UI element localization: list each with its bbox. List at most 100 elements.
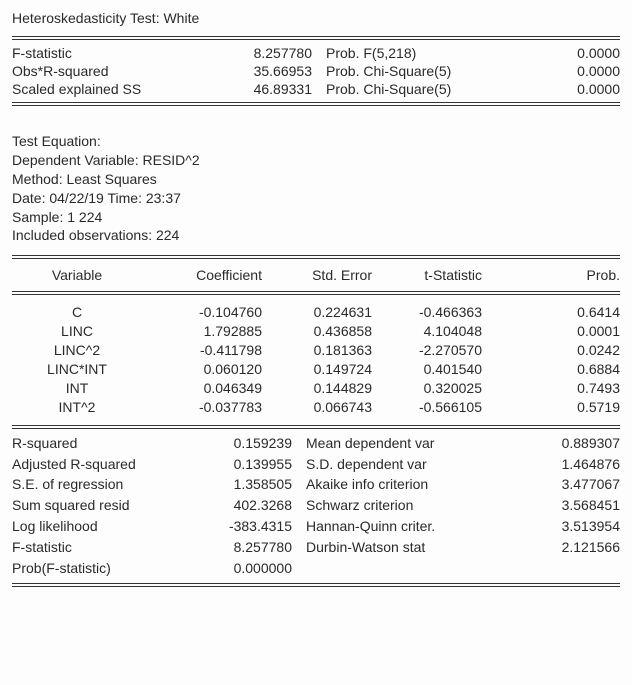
summary-value: 402.3268 (192, 495, 292, 516)
coef-row: C-0.1047600.224631-0.4663630.6414 (12, 303, 620, 322)
stderr-value: 0.181363 (262, 341, 372, 360)
summary-label (292, 558, 496, 579)
summary-label: Schwarz criterion (292, 495, 496, 516)
coef-value: 0.060120 (142, 360, 262, 379)
summary-value: 0.139955 (192, 454, 292, 475)
summary-statistics-table: R-squared0.159239Mean dependent var0.889… (12, 433, 620, 579)
summary-row: S.E. of regression1.358505Akaike info cr… (12, 474, 620, 495)
prob-value: 0.5719 (482, 398, 620, 417)
coef-header-row: Variable Coefficient Std. Error t-Statis… (12, 263, 620, 287)
summary-value: 3.568451 (496, 495, 620, 516)
stderr-value: 0.144829 (262, 379, 372, 398)
var-name: INT (12, 379, 142, 398)
meta-line: Sample: 1 224 (12, 208, 620, 227)
coefficient-table: Variable Coefficient Std. Error t-Statis… (12, 263, 620, 287)
stderr-value: 0.066743 (262, 398, 372, 417)
col-stderror: Std. Error (262, 263, 372, 287)
stderr-value: 0.149724 (262, 360, 372, 379)
rule (12, 36, 620, 40)
coef-row: INT0.0463490.1448290.3200250.7493 (12, 379, 620, 398)
rule (12, 583, 620, 587)
prob-value: 0.7493 (482, 379, 620, 398)
var-name: LINC*INT (12, 360, 142, 379)
stat-label: Prob. F(5,218) (312, 44, 526, 62)
summary-label: Mean dependent var (292, 433, 496, 454)
prob-value: 0.6414 (482, 303, 620, 322)
prob-value: 0.0242 (482, 341, 620, 360)
meta-line: Date: 04/22/19 Time: 23:37 (12, 189, 620, 208)
var-name: INT^2 (12, 398, 142, 417)
tstat-value: 0.401540 (372, 360, 482, 379)
coef-row: LINC^2-0.4117980.181363-2.2705700.0242 (12, 341, 620, 360)
meta-line: Included observations: 224 (12, 226, 620, 245)
tstat-value: 4.104048 (372, 322, 482, 341)
summary-label: Log likelihood (12, 516, 192, 537)
summary-value: 8.257780 (192, 537, 292, 558)
var-name: C (12, 303, 142, 322)
rule (12, 425, 620, 429)
coef-value: 0.046349 (142, 379, 262, 398)
summary-label: Adjusted R-squared (12, 454, 192, 475)
stat-value: 8.257780 (212, 44, 312, 62)
summary-value: 0.889307 (496, 433, 620, 454)
rule (12, 255, 620, 259)
stat-value: 46.89331 (212, 80, 312, 98)
equation-metadata: Test Equation:Dependent Variable: RESID^… (12, 132, 620, 245)
col-variable: Variable (12, 263, 142, 287)
prob-value: 0.0001 (482, 322, 620, 341)
stat-label: Prob. Chi-Square(5) (312, 62, 526, 80)
stat-row: Scaled explained SS46.89331Prob. Chi-Squ… (12, 80, 620, 98)
summary-label: F-statistic (12, 537, 192, 558)
coef-row: INT^2-0.0377830.066743-0.5661050.5719 (12, 398, 620, 417)
summary-value: 1.358505 (192, 474, 292, 495)
stderr-value: 0.224631 (262, 303, 372, 322)
meta-line: Method: Least Squares (12, 170, 620, 189)
summary-row: R-squared0.159239Mean dependent var0.889… (12, 433, 620, 454)
stderr-value: 0.436858 (262, 322, 372, 341)
coef-row: LINC*INT0.0601200.1497240.4015400.6884 (12, 360, 620, 379)
summary-label: Durbin-Watson stat (292, 537, 496, 558)
stat-value: 35.66953 (212, 62, 312, 80)
tstat-value: -0.566105 (372, 398, 482, 417)
summary-value: 1.464876 (496, 454, 620, 475)
summary-row: Adjusted R-squared0.139955S.D. dependent… (12, 454, 620, 475)
summary-label: S.E. of regression (12, 474, 192, 495)
tstat-value: -0.466363 (372, 303, 482, 322)
summary-value: -383.4315 (192, 516, 292, 537)
summary-value: 3.513954 (496, 516, 620, 537)
stat-label: Obs*R-squared (12, 62, 212, 80)
stat-row: F-statistic8.257780Prob. F(5,218)0.0000 (12, 44, 620, 62)
col-coefficient: Coefficient (142, 263, 262, 287)
test-title: Heteroskedasticity Test: White (12, 10, 620, 26)
top-statistics-table: F-statistic8.257780Prob. F(5,218)0.0000O… (12, 44, 620, 98)
stat-label: F-statistic (12, 44, 212, 62)
stat-label: Scaled explained SS (12, 80, 212, 98)
stat-value: 0.0000 (526, 80, 620, 98)
coefficient-table-body: C-0.1047600.224631-0.4663630.6414LINC1.7… (12, 303, 620, 416)
var-name: LINC (12, 322, 142, 341)
var-name: LINC^2 (12, 341, 142, 360)
summary-row: F-statistic8.257780Durbin-Watson stat2.1… (12, 537, 620, 558)
coef-value: -0.104760 (142, 303, 262, 322)
rule (12, 291, 620, 295)
tstat-value: -2.270570 (372, 341, 482, 360)
summary-value: 3.477067 (496, 474, 620, 495)
meta-line: Test Equation: (12, 132, 620, 151)
summary-row: Log likelihood-383.4315Hannan-Quinn crit… (12, 516, 620, 537)
prob-value: 0.6884 (482, 360, 620, 379)
summary-value: 0.000000 (192, 558, 292, 579)
coef-value: -0.037783 (142, 398, 262, 417)
summary-label: Hannan-Quinn criter. (292, 516, 496, 537)
summary-row: Sum squared resid402.3268Schwarz criteri… (12, 495, 620, 516)
stat-value: 0.0000 (526, 44, 620, 62)
tstat-value: 0.320025 (372, 379, 482, 398)
meta-line: Dependent Variable: RESID^2 (12, 151, 620, 170)
stat-row: Obs*R-squared35.66953Prob. Chi-Square(5)… (12, 62, 620, 80)
rule (12, 102, 620, 106)
summary-row: Prob(F-statistic)0.000000 (12, 558, 620, 579)
col-prob: Prob. (482, 263, 620, 287)
summary-value: 0.159239 (192, 433, 292, 454)
summary-value (496, 558, 620, 579)
summary-label: Sum squared resid (12, 495, 192, 516)
summary-value: 2.121566 (496, 537, 620, 558)
